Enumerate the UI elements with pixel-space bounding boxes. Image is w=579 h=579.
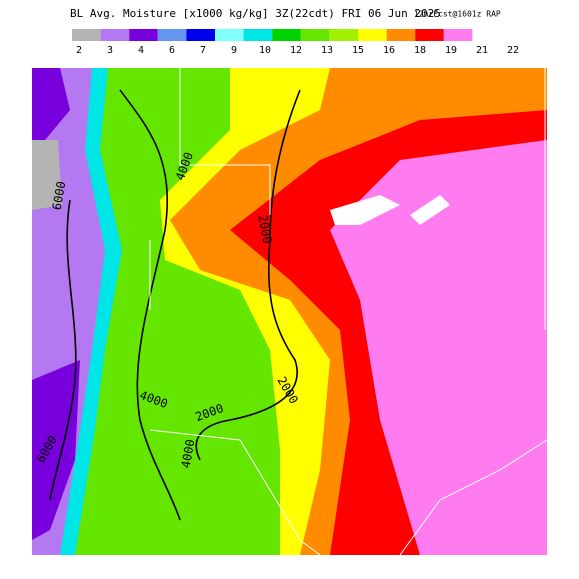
title: BL Avg. Moisture [x1000 kg/kg] 3Z(22cdt)… bbox=[70, 7, 441, 20]
borders bbox=[149, 68, 548, 556]
colorbar-swatch bbox=[72, 29, 101, 41]
colorbar-label: 2 bbox=[76, 45, 82, 56]
colorbar-label: 13 bbox=[321, 45, 333, 56]
map: 6000 4000 2000 2000 4000 2000 4000 6000 bbox=[32, 68, 548, 556]
colorbar-label: 12 bbox=[290, 45, 302, 56]
contour-label: 6000 bbox=[50, 180, 69, 211]
field-region bbox=[410, 195, 450, 225]
colorbar-swatch bbox=[300, 29, 330, 41]
colorbar-label: 3 bbox=[107, 45, 113, 56]
field-region bbox=[32, 140, 62, 210]
colorbar-swatch bbox=[358, 29, 387, 41]
colorbar-label: 7 bbox=[200, 45, 206, 56]
colorbar: 2 3 4 6 7 9 10 12 13 15 16 18 19 21 22 bbox=[72, 29, 519, 56]
colorbar-label: 22 bbox=[507, 45, 519, 56]
field-region bbox=[330, 195, 400, 225]
field-region bbox=[32, 360, 80, 540]
colorbar-label: 19 bbox=[445, 45, 457, 56]
colorbar-label: 21 bbox=[476, 45, 488, 56]
contour-label: 2000 bbox=[256, 214, 275, 245]
colorbar-label: 9 bbox=[231, 45, 237, 56]
colorbar-swatch bbox=[129, 29, 158, 41]
field-region bbox=[32, 68, 70, 150]
colorbar-swatch bbox=[186, 29, 215, 41]
colorbar-swatch bbox=[272, 29, 301, 41]
colorbar-label: 18 bbox=[414, 45, 426, 56]
colorbar-swatch bbox=[329, 29, 358, 41]
subtitle: 12hrFcst@1601z RAP bbox=[414, 10, 501, 19]
colorbar-label: 16 bbox=[383, 45, 395, 56]
colorbar-swatch bbox=[215, 29, 244, 41]
colorbar-swatch bbox=[100, 29, 130, 41]
colorbar-swatch bbox=[157, 29, 187, 41]
colorbar-swatch bbox=[243, 29, 273, 41]
contours bbox=[49, 89, 301, 521]
colorbar-label: 6 bbox=[169, 45, 175, 56]
colorbar-label: 15 bbox=[352, 45, 364, 56]
colorbar-label: 10 bbox=[259, 45, 271, 56]
colorbar-label: 4 bbox=[138, 45, 144, 56]
contour-label: 4000 bbox=[179, 438, 198, 469]
colorbar-swatch bbox=[443, 29, 473, 41]
colorbar-swatch bbox=[415, 29, 444, 41]
colorbar-swatch bbox=[386, 29, 416, 41]
